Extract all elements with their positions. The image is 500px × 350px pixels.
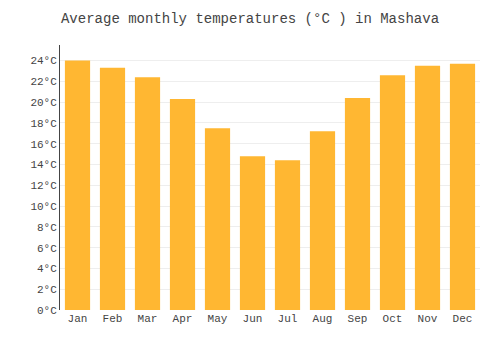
svg-text:Jan: Jan bbox=[68, 313, 88, 325]
svg-text:Nov: Nov bbox=[418, 313, 438, 325]
svg-text:10°C: 10°C bbox=[30, 201, 57, 213]
svg-text:Sep: Sep bbox=[348, 313, 368, 325]
svg-text:24°C: 24°C bbox=[30, 55, 57, 67]
svg-text:Feb: Feb bbox=[103, 313, 123, 325]
svg-text:14°C: 14°C bbox=[30, 159, 57, 171]
svg-text:Jun: Jun bbox=[243, 313, 263, 325]
svg-text:Aug: Aug bbox=[313, 313, 333, 325]
svg-text:Mar: Mar bbox=[138, 313, 158, 325]
svg-text:Jul: Jul bbox=[278, 313, 298, 325]
svg-text:4°C: 4°C bbox=[37, 263, 57, 275]
svg-text:22°C: 22°C bbox=[30, 76, 57, 88]
svg-text:16°C: 16°C bbox=[30, 139, 57, 151]
svg-text:6°C: 6°C bbox=[37, 243, 57, 255]
svg-text:12°C: 12°C bbox=[30, 180, 57, 192]
svg-text:18°C: 18°C bbox=[30, 118, 57, 130]
svg-text:May: May bbox=[208, 313, 228, 325]
svg-text:8°C: 8°C bbox=[37, 222, 57, 234]
svg-text:2°C: 2°C bbox=[37, 284, 57, 296]
svg-text:0°C: 0°C bbox=[37, 305, 57, 317]
svg-text:20°C: 20°C bbox=[30, 97, 57, 109]
svg-text:Apr: Apr bbox=[173, 313, 193, 325]
svg-text:Oct: Oct bbox=[383, 313, 403, 325]
svg-text:Average monthly temperatures (: Average monthly temperatures (°C ) in Ma… bbox=[61, 11, 439, 27]
svg-text:Dec: Dec bbox=[453, 313, 473, 325]
